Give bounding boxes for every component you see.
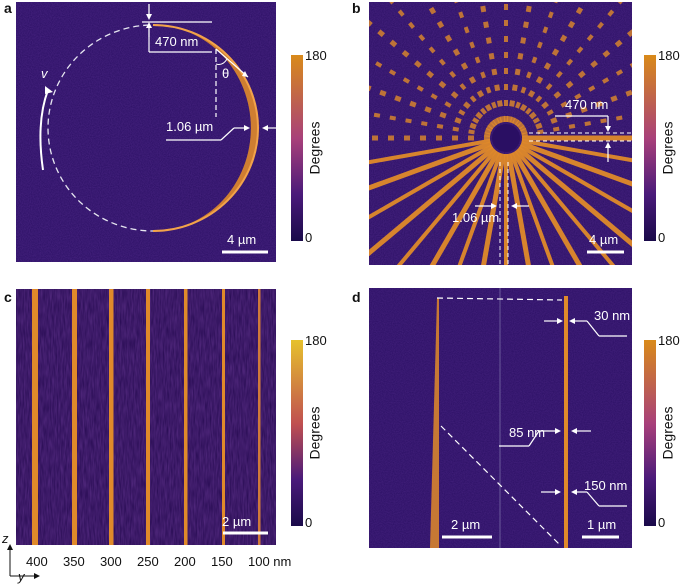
panel-d-colorbar-max: 180: [658, 333, 680, 348]
width-label-250: 250: [137, 554, 159, 569]
ray-line: [358, 146, 496, 263]
panel-label-b: b: [352, 0, 361, 16]
panel-d-30nm-label: 30 nm: [594, 308, 631, 323]
width-label-300: 300: [100, 554, 122, 569]
width-label-150: 150: [211, 554, 233, 569]
panel-b-colorbar-unit: Degrees: [659, 121, 676, 175]
panel-d-image: 30 nm 85 nm 150 nm 2 µm 1 µm: [369, 288, 632, 548]
ray-line: [514, 0, 625, 128]
panel-d-colorbar: [644, 340, 656, 526]
panel-b-colorbar-min: 0: [658, 230, 666, 245]
axis-z-label: z: [2, 531, 9, 546]
panel-b-scale-label: 4 µm: [589, 232, 619, 247]
ray-line: [382, 148, 498, 285]
panel-a-colorbar-max: 180: [305, 48, 327, 63]
panel-a-colorbar: [291, 55, 303, 241]
ray-line: [516, 13, 654, 130]
panel-b-colorbar-max: 180: [658, 48, 680, 63]
panel-d-150nm-label: 150 nm: [584, 478, 628, 493]
panel-b-width-label: 1.06 µm: [452, 210, 500, 225]
panel-c-colorbar-unit: Degrees: [306, 406, 323, 460]
panel-a-size-label: 470 nm: [155, 34, 199, 49]
ray-line: [358, 13, 496, 130]
panel-c-colorbar: [291, 340, 303, 526]
width-label-400: 400: [26, 554, 48, 569]
ray-line: [387, 0, 498, 128]
panel-d-colorbar-unit: Degrees: [659, 406, 676, 460]
panel-c-colorbar-max: 180: [305, 333, 327, 348]
ray-line: [514, 148, 630, 285]
panel-b-rays: [316, 0, 685, 328]
panel-a-scale-label: 4 µm: [227, 232, 257, 247]
panel-a-width-label: 1.06 µm: [166, 119, 214, 134]
width-label-200: 200: [174, 554, 196, 569]
panel-b-size-label: 470 nm: [565, 97, 609, 112]
panel-a-colorbar-min: 0: [305, 230, 313, 245]
panel-label-c: c: [4, 289, 12, 305]
panel-d-85nm-label: 85 nm: [509, 425, 546, 440]
panel-a-theta-label: θ: [222, 66, 230, 81]
panel-c-scale-label: 2 µm: [222, 514, 252, 529]
panel-a-v-label: v: [41, 66, 48, 81]
width-label-350: 350: [63, 554, 85, 569]
panel-b-image: 470 nm 1.06 µm 4 µm: [316, 0, 685, 328]
panel-b-colorbar: [644, 55, 656, 241]
panel-a-colorbar-unit: Degrees: [306, 121, 323, 175]
panel-a-image: 470 nm θ v 1.06 µm 4 µm: [16, 2, 278, 262]
panel-c-colorbar-min: 0: [305, 515, 313, 530]
panel-d-colorbar-min: 0: [658, 515, 666, 530]
panel-label-a: a: [4, 0, 12, 16]
axes-indicator: [2, 536, 42, 582]
panel-c-image: 2 µm: [16, 289, 276, 545]
panel-label-d: d: [352, 289, 361, 305]
width-label-100: 100 nm: [248, 554, 292, 569]
panel-d-scale-right-label: 1 µm: [587, 517, 617, 532]
ray-line: [516, 146, 654, 263]
panel-d-scale-left-label: 2 µm: [451, 517, 481, 532]
axis-y-label: y: [18, 569, 25, 584]
